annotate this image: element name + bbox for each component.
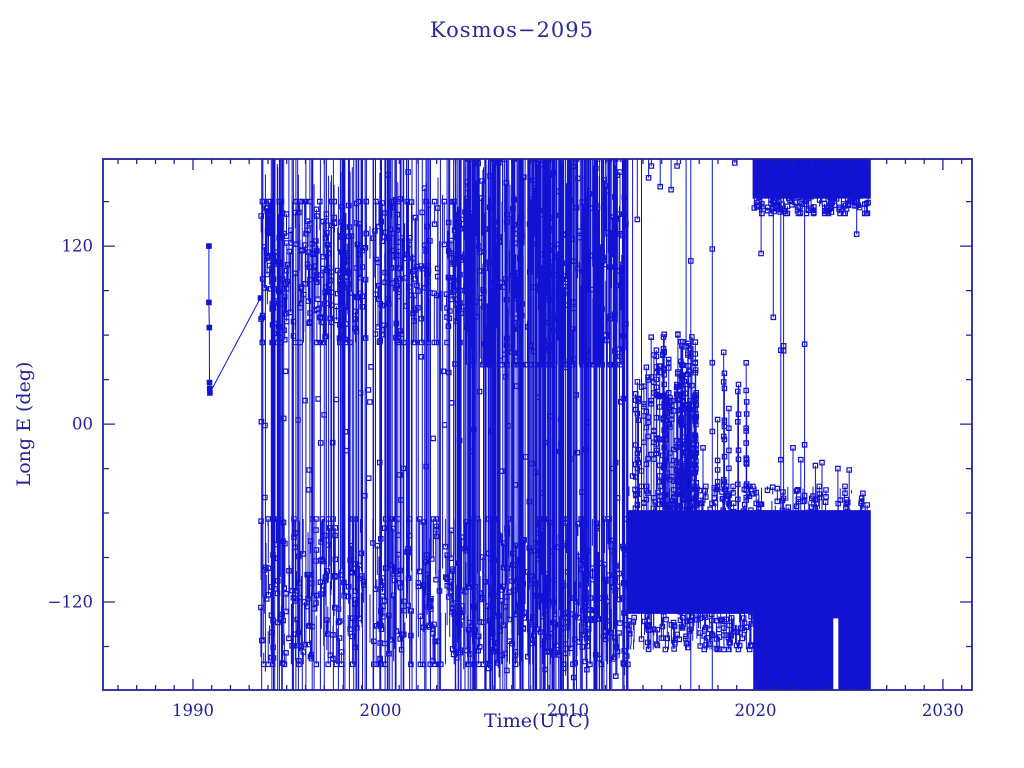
axes-layer: 1990 2000 2010 2020 2030 −120 00 120 [48,158,973,720]
x-tick-label: 2000 [360,701,402,720]
chart-title: Kosmos−2095 [430,18,594,42]
y-tick-label: 120 [62,237,94,256]
x-axis-label: Time(UTC) [484,710,590,732]
data-series-layer [206,159,871,690]
data-markers-filled [206,244,263,395]
data-markers [206,159,871,681]
data-solid-bands [628,159,871,690]
y-tick-label: 00 [72,415,93,434]
data-gap-mask [833,618,839,690]
x-tick-label: 2030 [922,701,964,720]
x-tick-label: 2010 [547,701,589,720]
axis-ticks [103,159,972,690]
x-tick-label: 1990 [172,701,214,720]
y-tick-label: −120 [48,593,93,612]
x-tick-label: 2020 [735,701,777,720]
y-axis-label: Long E (deg) [13,362,35,487]
